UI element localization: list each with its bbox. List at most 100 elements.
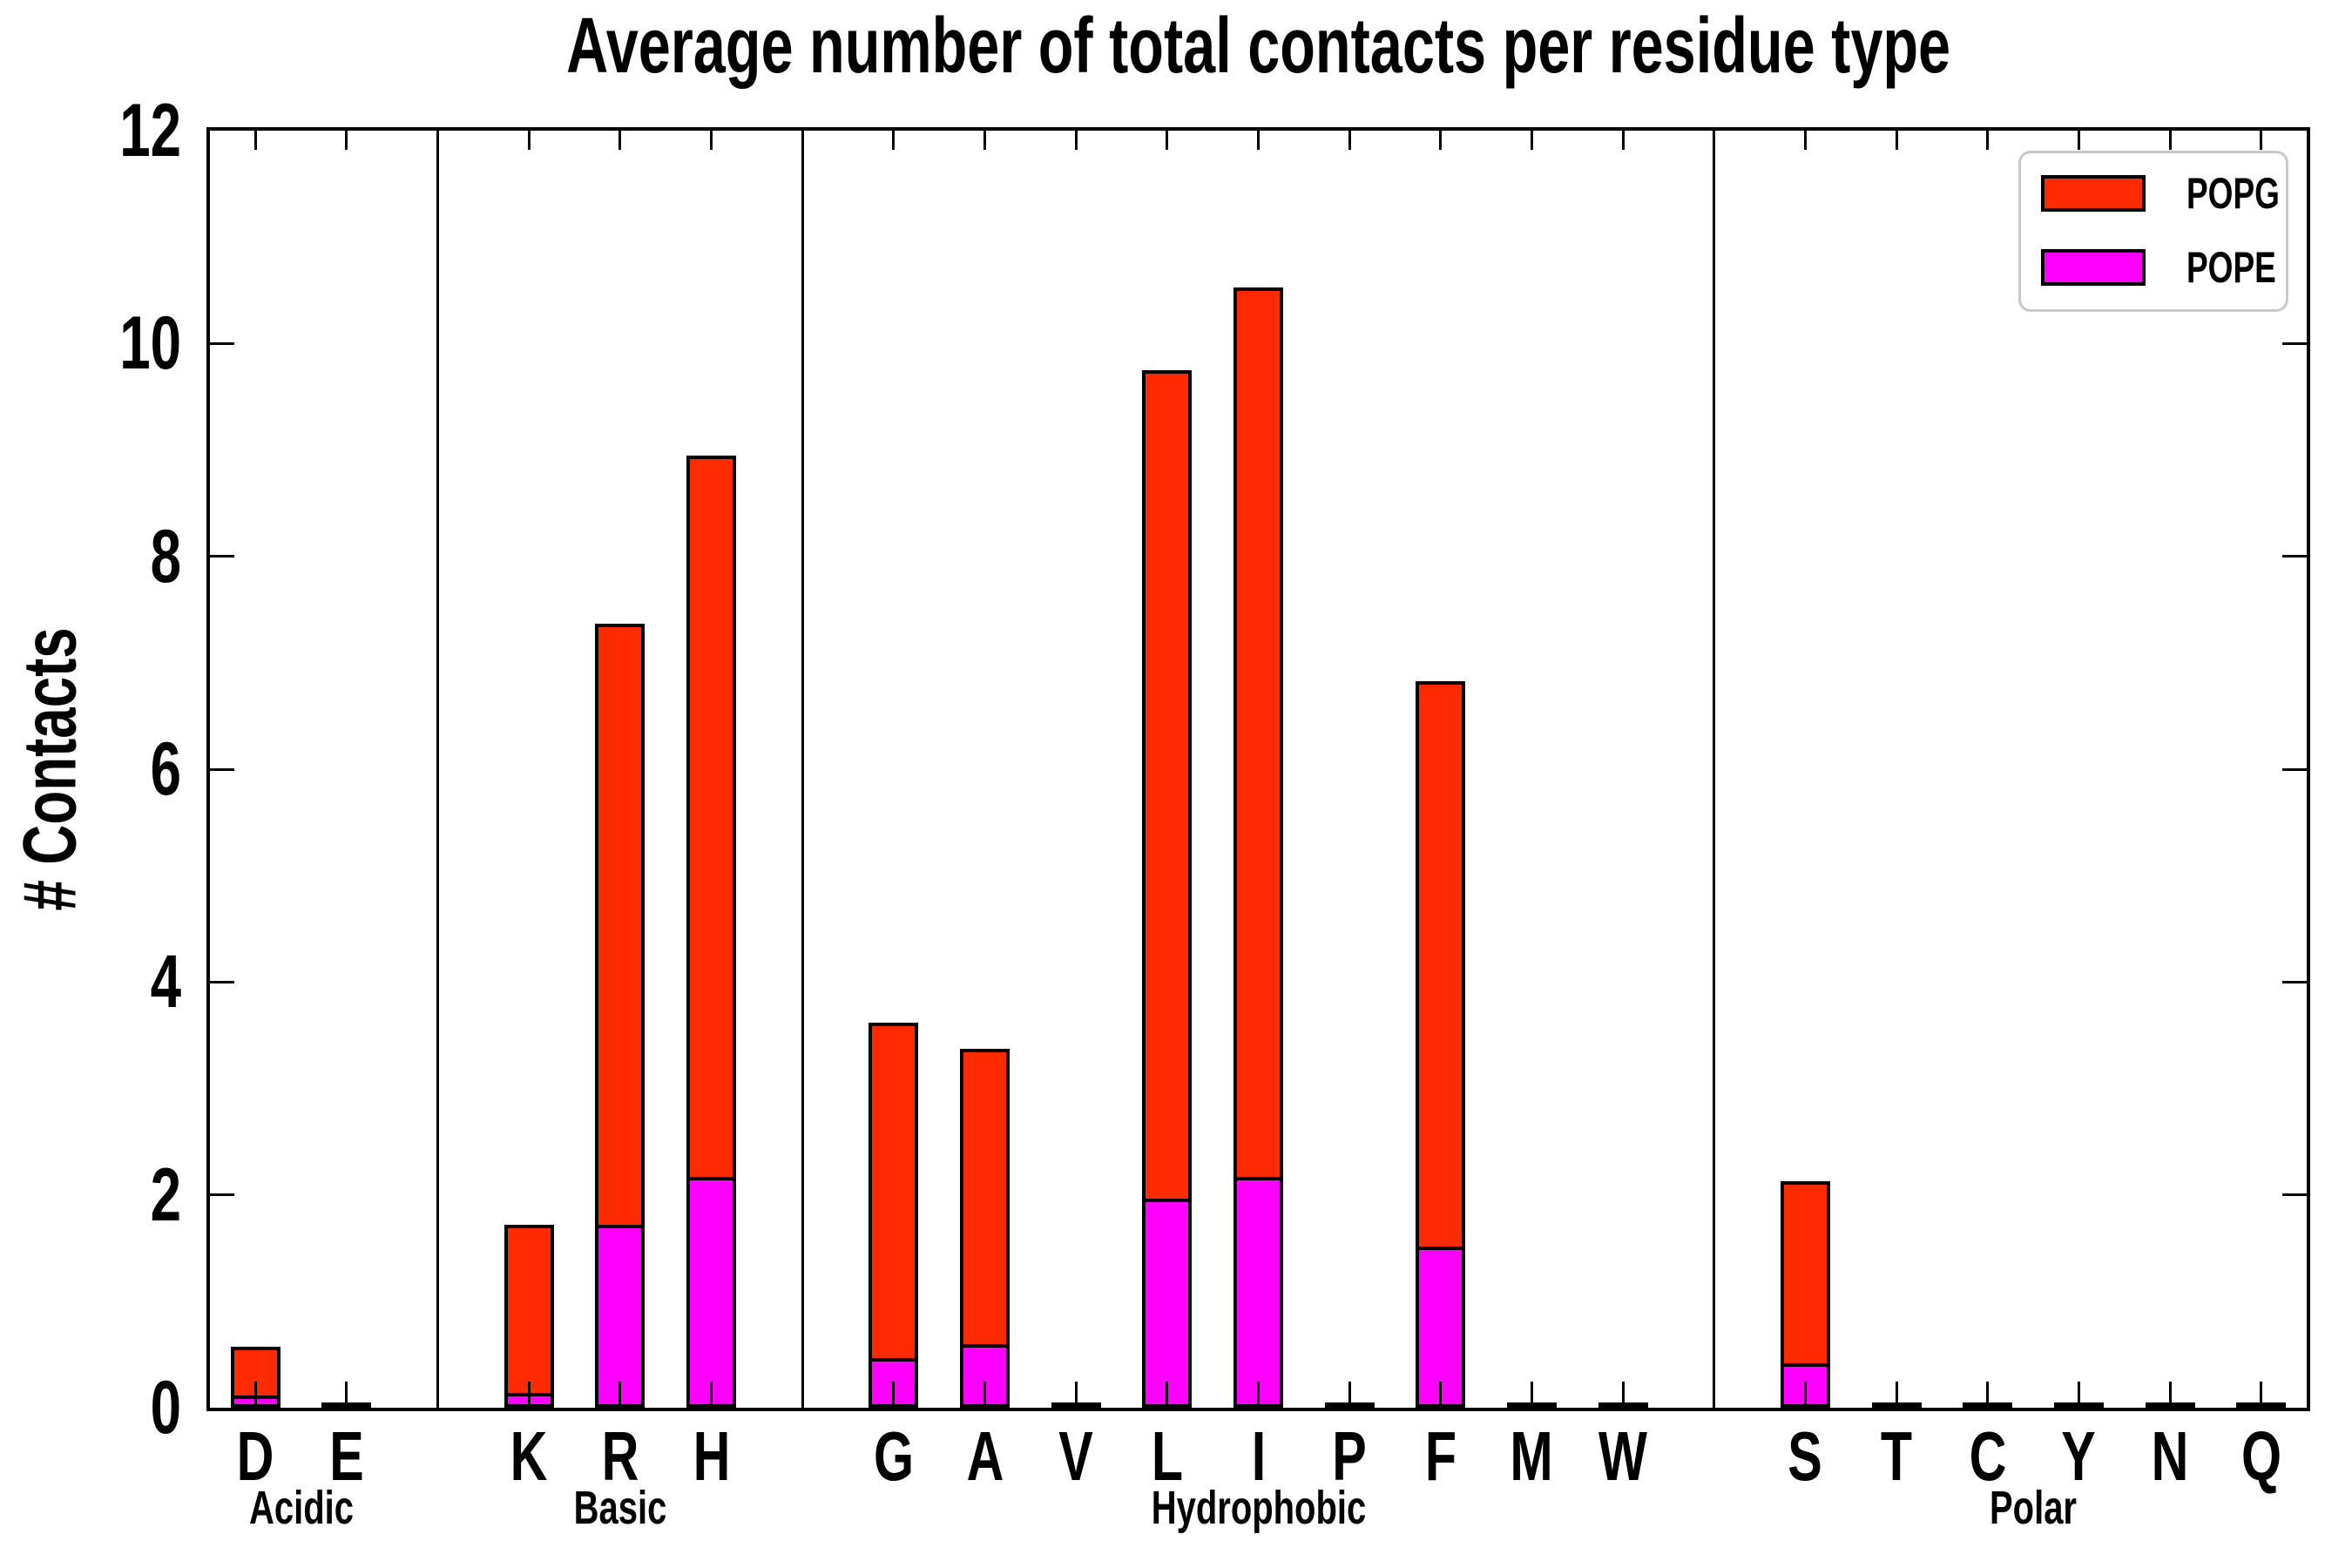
chart-title: Average number of total contacts per res… bbox=[206, 5, 2310, 88]
x-tick-top-T bbox=[1895, 131, 1898, 150]
y-tick-label-0: 0 bbox=[150, 1366, 181, 1450]
x-tick-top-N bbox=[2168, 131, 2172, 150]
x-tick-label-E: E bbox=[329, 1417, 364, 1495]
x-tick-label-W: W bbox=[1598, 1417, 1648, 1495]
x-tick-bottom-S bbox=[1803, 1382, 1807, 1408]
bar-H-pope-segment bbox=[686, 1177, 737, 1408]
x-tick-label-S: S bbox=[1788, 1417, 1823, 1495]
y-tick-right-6 bbox=[2282, 767, 2307, 771]
bar-L-popg-segment bbox=[1142, 369, 1193, 1202]
x-tick-top-H bbox=[710, 131, 713, 150]
group-label-hydrophobic: Hydrophobic bbox=[1151, 1482, 1366, 1534]
x-tick-bottom-L bbox=[1166, 1382, 1169, 1408]
x-tick-label-C: C bbox=[1969, 1417, 2007, 1495]
y-tick-left-10 bbox=[210, 341, 234, 345]
x-tick-label-Y: Y bbox=[2061, 1417, 2097, 1495]
chart-title-text: Average number of total contacts per res… bbox=[566, 3, 1950, 90]
x-tick-bottom-K bbox=[527, 1382, 531, 1408]
y-tick-right-10 bbox=[2282, 341, 2307, 345]
x-tick-bottom-T bbox=[1895, 1382, 1898, 1408]
x-tick-top-R bbox=[618, 131, 622, 150]
x-tick-bottom-M bbox=[1530, 1382, 1533, 1408]
y-tick-right-2 bbox=[2282, 1193, 2307, 1197]
group-separator-line bbox=[801, 131, 804, 1408]
group-separator-line bbox=[1713, 131, 1716, 1408]
x-tick-bottom-E bbox=[345, 1382, 348, 1408]
x-tick-top-V bbox=[1074, 131, 1078, 150]
legend-swatch-popg bbox=[2041, 175, 2146, 212]
x-tick-top-G bbox=[892, 131, 896, 150]
bar-F-popg-segment bbox=[1416, 680, 1466, 1250]
bar-R-popg-segment bbox=[595, 623, 645, 1229]
x-tick-bottom-D bbox=[253, 1382, 257, 1408]
x-tick-label-T: T bbox=[1880, 1417, 1913, 1495]
x-tick-bottom-I bbox=[1257, 1382, 1260, 1408]
x-tick-top-D bbox=[253, 131, 257, 150]
y-tick-label-6: 6 bbox=[150, 727, 181, 811]
y-tick-left-8 bbox=[210, 555, 234, 558]
x-tick-top-S bbox=[1803, 131, 1807, 150]
y-tick-label-12: 12 bbox=[119, 89, 181, 172]
y-tick-label-8: 8 bbox=[150, 514, 181, 598]
x-tick-bottom-A bbox=[983, 1382, 987, 1408]
x-tick-bottom-Y bbox=[2077, 1382, 2080, 1408]
y-tick-right-4 bbox=[2282, 980, 2307, 983]
x-tick-label-F: F bbox=[1424, 1417, 1456, 1495]
x-tick-label-K: K bbox=[510, 1417, 548, 1495]
x-tick-bottom-P bbox=[1348, 1382, 1351, 1408]
legend: POPG POPE bbox=[2018, 151, 2288, 312]
group-label-polar: Polar bbox=[1990, 1482, 2078, 1534]
group-separator-line bbox=[436, 131, 440, 1408]
x-tick-label-I: I bbox=[1251, 1417, 1266, 1495]
x-tick-top-K bbox=[527, 131, 531, 150]
x-tick-bottom-W bbox=[1621, 1382, 1625, 1408]
x-tick-top-Q bbox=[2260, 131, 2263, 150]
legend-swatch-pope bbox=[2041, 249, 2146, 286]
x-tick-label-P: P bbox=[1332, 1417, 1367, 1495]
bar-S-popg-segment bbox=[1780, 1180, 1830, 1368]
bar-D-popg-segment bbox=[230, 1347, 280, 1399]
x-tick-label-Q: Q bbox=[2240, 1417, 2281, 1495]
y-tick-label-2: 2 bbox=[150, 1152, 181, 1237]
x-tick-top-M bbox=[1530, 131, 1533, 150]
bar-K-popg-segment bbox=[504, 1224, 554, 1397]
x-tick-label-M: M bbox=[1510, 1417, 1554, 1495]
bar-A-popg-segment bbox=[960, 1049, 1010, 1348]
y-tick-left-6 bbox=[210, 767, 234, 771]
legend-label-pope: POPE bbox=[2186, 243, 2276, 292]
bar-G-popg-segment bbox=[868, 1022, 919, 1362]
x-tick-bottom-F bbox=[1439, 1382, 1443, 1408]
bar-L-pope-segment bbox=[1142, 1198, 1193, 1408]
bar-R-pope-segment bbox=[595, 1225, 645, 1408]
bar-I-pope-segment bbox=[1233, 1177, 1283, 1408]
x-tick-top-E bbox=[345, 131, 348, 150]
x-tick-label-L: L bbox=[1151, 1417, 1183, 1495]
y-tick-left-4 bbox=[210, 980, 234, 983]
x-tick-label-R: R bbox=[601, 1417, 639, 1495]
x-tick-top-C bbox=[1986, 131, 1990, 150]
x-tick-top-W bbox=[1621, 131, 1625, 150]
x-tick-label-G: G bbox=[873, 1417, 914, 1495]
group-label-acidic: Acidic bbox=[248, 1482, 354, 1534]
x-tick-bottom-H bbox=[710, 1382, 713, 1408]
x-tick-bottom-Q bbox=[2260, 1382, 2263, 1408]
x-tick-label-A: A bbox=[966, 1417, 1004, 1495]
group-label-basic: Basic bbox=[573, 1482, 667, 1534]
x-tick-top-Y bbox=[2077, 131, 2080, 150]
y-tick-label-10: 10 bbox=[119, 301, 181, 386]
y-tick-left-2 bbox=[210, 1193, 234, 1197]
x-tick-top-L bbox=[1166, 131, 1169, 150]
y-tick-right-8 bbox=[2282, 555, 2307, 558]
x-tick-label-V: V bbox=[1058, 1417, 1093, 1495]
x-tick-label-H: H bbox=[693, 1417, 730, 1495]
x-tick-label-N: N bbox=[2151, 1417, 2189, 1495]
x-tick-label-D: D bbox=[236, 1417, 274, 1495]
bar-I-popg-segment bbox=[1233, 287, 1283, 1181]
x-tick-bottom-N bbox=[2168, 1382, 2172, 1408]
x-tick-bottom-R bbox=[618, 1382, 622, 1408]
x-tick-bottom-C bbox=[1986, 1382, 1990, 1408]
plot-area bbox=[206, 127, 2310, 1411]
x-tick-bottom-G bbox=[892, 1382, 896, 1408]
x-tick-top-F bbox=[1439, 131, 1443, 150]
